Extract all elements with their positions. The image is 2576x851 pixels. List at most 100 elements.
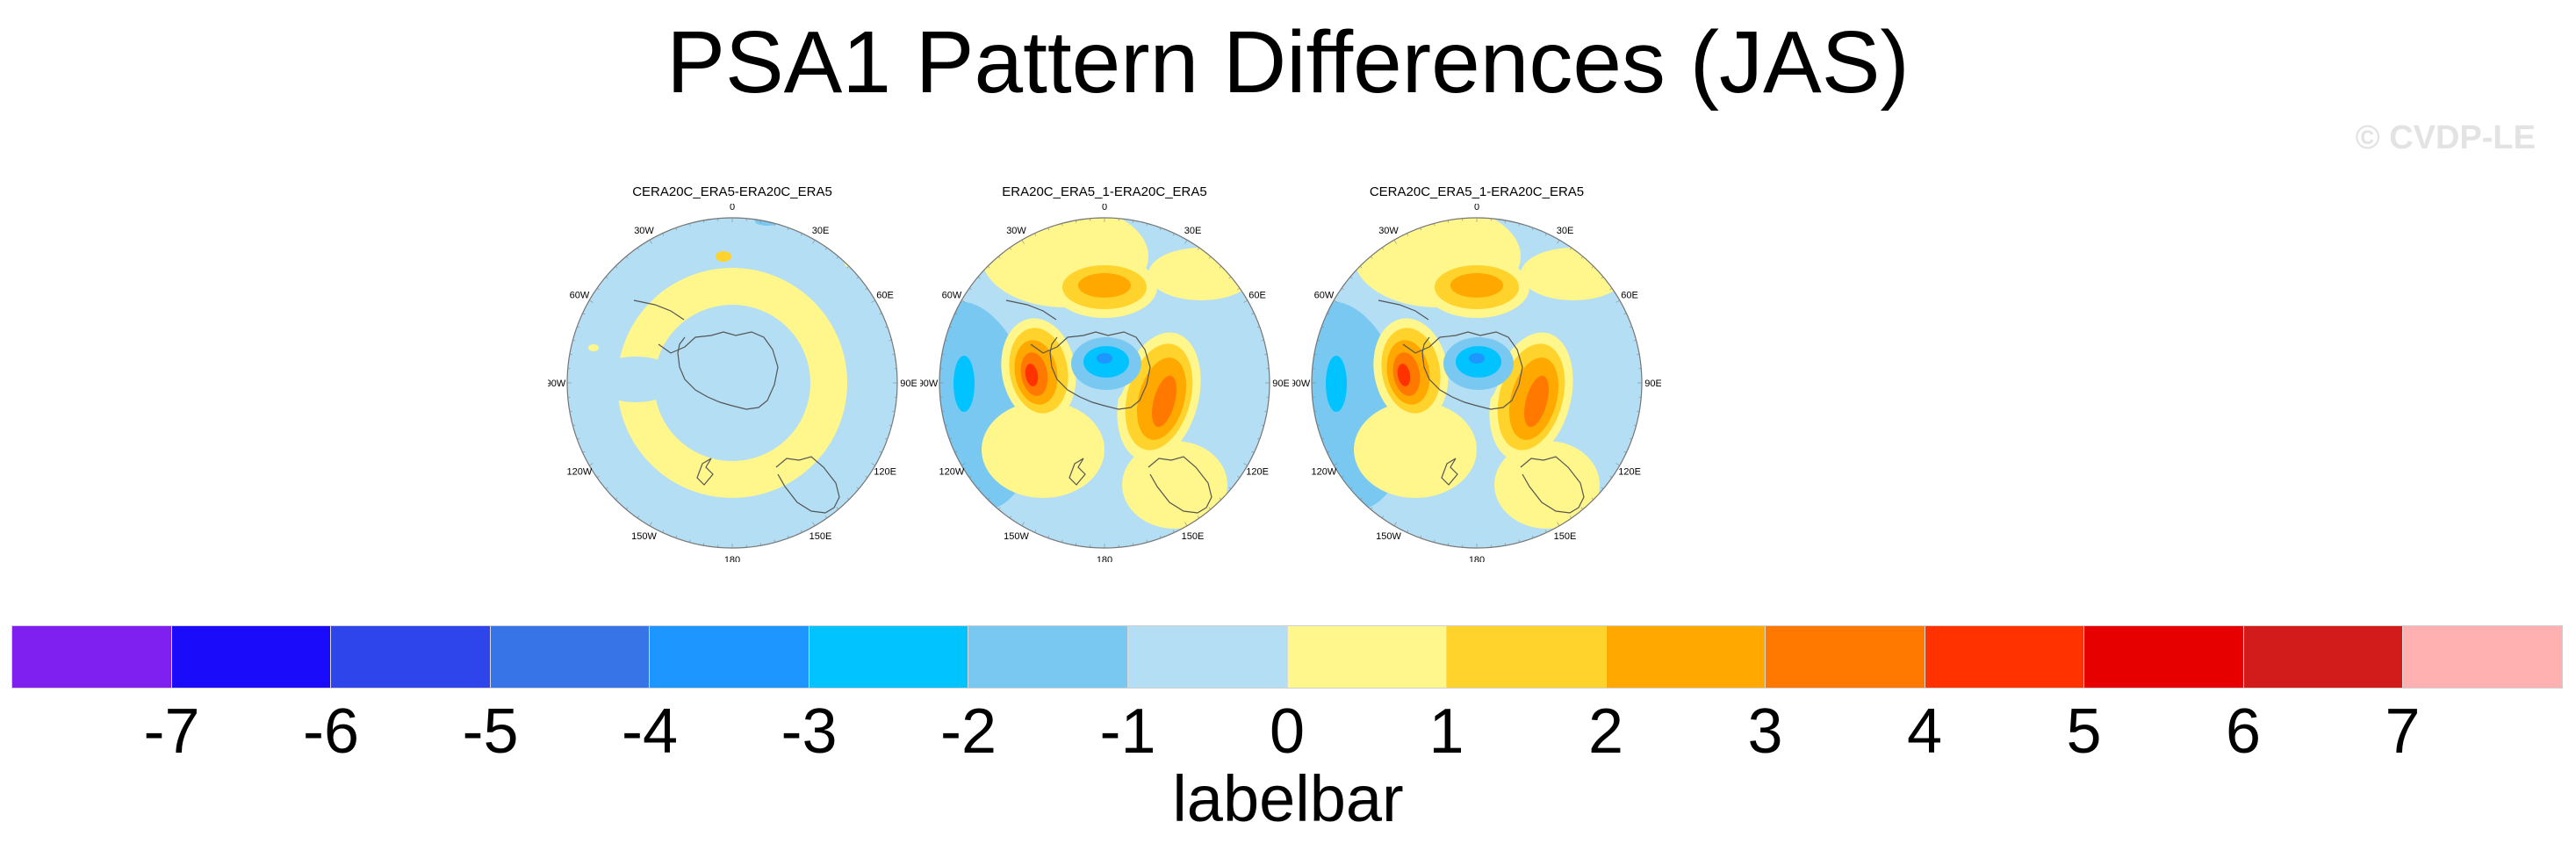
contour-region [1148, 248, 1254, 300]
rim-tick [871, 463, 875, 466]
watermark: © CVDP-LE [2355, 119, 2536, 156]
rim-tick [1334, 299, 1338, 303]
polar-map: 0 30E 60E 90E 120E 150E 180 150W 120W 90W 60W 30W [1292, 204, 1661, 562]
rim-tick [1370, 507, 1373, 510]
rim-tick [824, 516, 828, 519]
longitude-label: 60W [942, 291, 962, 301]
coastline [1378, 299, 1585, 514]
labelbar-tick-label: -7 [143, 696, 200, 767]
rim-tick [1633, 340, 1637, 342]
rim-tick [884, 437, 888, 440]
rim-tick [812, 240, 816, 244]
rim-tick [1629, 326, 1632, 328]
contour-region [1326, 356, 1347, 412]
rim-tick [987, 497, 990, 501]
longitude-label: 150W [1376, 531, 1401, 542]
rim-tick [1061, 223, 1063, 227]
panel-title: ERA20C_ERA5_1-ERA20C_ERA5 [1002, 184, 1207, 199]
rim-tick [977, 276, 981, 279]
rim-tick [1504, 543, 1506, 546]
labelbar-tick-label: 5 [2066, 696, 2102, 767]
rim-tick [941, 410, 945, 412]
rim-tick [1591, 265, 1594, 269]
rim-tick [577, 437, 580, 440]
rim-tick [889, 340, 892, 342]
contour-region [1494, 441, 1600, 529]
labelbar-title: labelbar [1172, 762, 1404, 835]
rim-tick [1629, 437, 1632, 440]
labelbar-box [2403, 626, 2562, 688]
labelbar-box [809, 626, 969, 688]
rim-tick [1349, 487, 1353, 490]
rim-tick [1637, 354, 1640, 356]
labelbar-tick-label: -1 [1099, 696, 1156, 767]
rim-tick [1146, 539, 1148, 543]
rim-tick [1580, 256, 1584, 259]
rim-tick [1531, 227, 1534, 231]
rim-tick [569, 354, 572, 356]
labelbar [11, 625, 2563, 689]
rim-tick [1531, 535, 1534, 538]
rim-tick [1228, 276, 1232, 279]
rim-tick [1317, 340, 1320, 342]
labelbar-tick-label: -3 [781, 696, 838, 767]
labelbar-tick-label: 1 [1428, 696, 1464, 767]
rim-tick [675, 227, 678, 231]
labelbar-box [1447, 626, 1607, 688]
labelbar-box [12, 626, 172, 688]
rim-tick [1237, 287, 1241, 291]
rim-tick [865, 475, 868, 479]
rim-tick [1504, 220, 1506, 223]
rim-tick [1172, 530, 1175, 533]
rim-tick [1448, 220, 1450, 223]
map-panel-1: CERA20C_ERA5-ERA20C_ERA5 0 30E 60E 90E 120E 1… [548, 176, 917, 562]
rim-tick [774, 223, 775, 227]
longitude-label: 0 [730, 204, 735, 213]
rim-tick [1159, 227, 1162, 231]
labelbar-tick-label: 4 [1906, 696, 1943, 767]
longitude-label: 120W [1312, 467, 1337, 478]
map-panel-2: ERA20C_ERA5_1-ERA20C_ERA5 0 30E 60E 90E 120E… [920, 176, 1289, 562]
labelbar-tick-label: -4 [621, 696, 679, 767]
longitude-label: 120W [567, 467, 593, 478]
longitude-label: 120E [1246, 467, 1269, 478]
rim-tick [1609, 287, 1613, 291]
contour-region [1521, 248, 1626, 300]
rim-tick [1146, 223, 1148, 227]
rim-tick [1393, 522, 1397, 526]
rim-tick [1172, 233, 1175, 236]
rim-tick [1219, 497, 1222, 501]
contour-region [1397, 364, 1411, 386]
rim-tick [846, 497, 850, 501]
longitude-label: 150E [1182, 531, 1205, 542]
rim-tick [1359, 497, 1363, 501]
rim-tick [1317, 424, 1320, 426]
rim-tick [1434, 223, 1436, 227]
labelbar-box [1766, 626, 1925, 688]
longitude-label: 30E [1184, 226, 1202, 236]
rim-tick [1434, 539, 1436, 543]
rim-tick [1034, 530, 1037, 533]
rim-tick [1544, 530, 1547, 533]
rim-tick [569, 410, 572, 412]
contour-region [1450, 273, 1503, 298]
rim-tick [949, 437, 953, 440]
rim-tick [703, 543, 705, 546]
rim-tick [689, 223, 691, 227]
contour-region [1354, 401, 1477, 498]
map-contours [567, 218, 897, 548]
rim-tick [596, 287, 600, 291]
rim-tick [1349, 276, 1353, 279]
coastline [1005, 299, 1212, 514]
rim-tick [1208, 256, 1212, 259]
longitude-label: 60E [1621, 291, 1638, 301]
longitude-label: 0 [1474, 204, 1479, 213]
rim-tick [892, 354, 896, 356]
rim-tick [1009, 247, 1012, 250]
labelbar-tick-label: 0 [1269, 696, 1306, 767]
longitude-label: 60W [570, 291, 590, 301]
rim-tick [1021, 240, 1025, 244]
rim-tick [945, 424, 948, 426]
map-contours [1312, 218, 1642, 548]
rim-tick [596, 475, 600, 479]
